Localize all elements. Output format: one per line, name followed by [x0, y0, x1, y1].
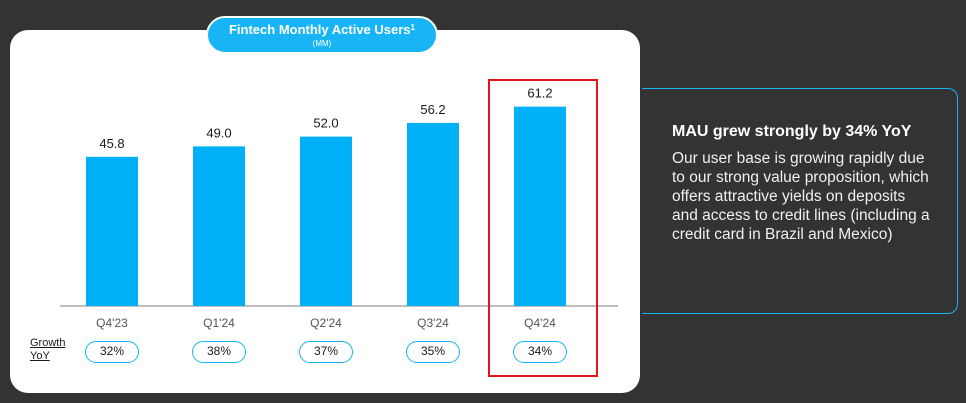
bar-4: [514, 106, 566, 307]
x-tick-label-2: Q2'24: [310, 316, 342, 330]
growth-yoy-label: Growth YoY: [30, 337, 66, 362]
growth-yoy-pill-1: 38%: [192, 341, 246, 363]
x-tick-label-1: Q1'24: [203, 316, 235, 330]
data-label-1: 49.0: [206, 125, 231, 140]
chart-subtitle: (MM): [312, 39, 332, 48]
info-heading: MAU grew strongly by 34% YoY: [672, 123, 912, 140]
x-tick-label-4: Q4'24: [524, 316, 556, 330]
data-label-2: 52.0: [313, 116, 338, 131]
title-footnote: 1: [410, 23, 415, 32]
chart-title-pill: Fintech Monthly Active Users1 (MM): [206, 16, 438, 54]
chart-title: Fintech Monthly Active Users1: [228, 22, 415, 37]
growth-yoy-pill-2: 37%: [299, 341, 353, 363]
growth-yoy-pill-0: 32%: [85, 341, 139, 363]
highlight-box: [488, 79, 598, 377]
bar-0: [86, 156, 138, 306]
growth-yoy-pill-4: 34%: [513, 341, 567, 363]
bar-3: [407, 122, 459, 306]
info-box: MAU grew strongly by 34% YoY Our user ba…: [642, 88, 958, 314]
x-tick-label-3: Q3'24: [417, 316, 449, 330]
data-label-0: 45.8: [99, 136, 124, 151]
data-label-3: 56.2: [420, 102, 445, 117]
growth-yoy-pill-3: 35%: [406, 341, 460, 363]
x-tick-label-0: Q4'23: [96, 316, 128, 330]
info-body: Our user base is growing rapidly due to …: [672, 150, 930, 243]
bar-1: [193, 146, 245, 306]
data-label-4: 61.2: [527, 86, 552, 101]
bar-2: [300, 136, 352, 306]
